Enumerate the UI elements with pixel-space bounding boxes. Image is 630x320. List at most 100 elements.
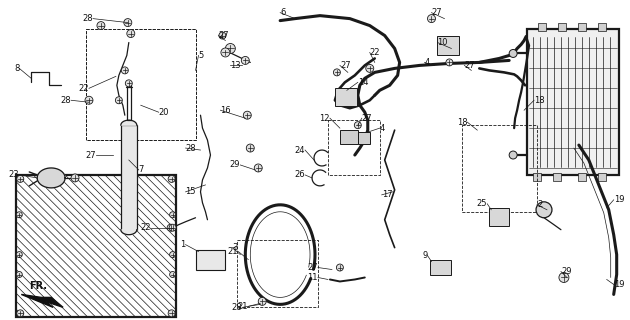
Bar [598,23,605,31]
Bar [340,130,358,144]
Text: 23: 23 [9,171,20,180]
Text: 22: 22 [370,48,381,57]
Bar [437,36,459,55]
Circle shape [124,19,132,27]
Bar [195,250,226,269]
Text: 27: 27 [340,61,350,70]
Polygon shape [121,230,137,235]
Polygon shape [121,120,137,125]
Text: 10: 10 [437,38,448,47]
Text: 6: 6 [280,8,285,17]
Text: 27: 27 [219,31,229,40]
Text: 25: 25 [477,199,487,208]
Text: 29: 29 [230,160,240,170]
Circle shape [241,56,249,64]
Text: 4: 4 [380,124,385,132]
Text: 3: 3 [232,243,238,252]
Circle shape [167,224,174,231]
Circle shape [258,297,266,305]
Circle shape [169,212,176,218]
Circle shape [509,151,517,159]
Text: 28: 28 [83,14,93,23]
Circle shape [169,271,176,277]
Circle shape [16,212,22,218]
Circle shape [428,15,435,23]
Text: 28: 28 [60,96,71,105]
Circle shape [85,96,93,104]
Text: 20: 20 [159,108,169,117]
Circle shape [169,252,176,258]
Text: 9: 9 [422,251,428,260]
Circle shape [354,122,361,129]
Text: 14: 14 [358,78,369,87]
Text: 27: 27 [85,150,96,160]
Text: 7: 7 [139,165,144,174]
Text: 19: 19 [614,280,624,289]
Text: 27: 27 [464,61,475,70]
Polygon shape [21,294,63,307]
Bar [533,173,541,181]
Text: 29: 29 [561,267,571,276]
Text: 5: 5 [198,51,203,60]
Circle shape [169,224,176,231]
Text: 2: 2 [537,200,542,209]
Text: 21: 21 [238,302,248,311]
Bar [527,28,619,175]
Circle shape [122,67,129,74]
Text: 26: 26 [294,171,305,180]
Text: 16: 16 [220,106,231,115]
Bar [553,173,561,181]
Text: 22: 22 [140,223,151,232]
Circle shape [255,164,262,172]
Text: 18: 18 [534,96,545,105]
Bar [16,175,176,317]
Bar [490,208,509,226]
Circle shape [243,111,251,119]
Text: 8: 8 [14,64,20,73]
Text: 27: 27 [362,114,372,123]
Text: 27: 27 [307,263,318,272]
Circle shape [559,273,569,283]
Polygon shape [37,168,65,188]
Text: 24: 24 [295,146,305,155]
Text: 11: 11 [307,273,318,282]
Text: 28: 28 [186,144,196,153]
Text: 27: 27 [432,8,442,17]
Circle shape [127,29,135,37]
Circle shape [71,174,79,182]
Bar [358,132,370,144]
Bar [598,173,605,181]
Circle shape [219,32,226,39]
Circle shape [246,144,255,152]
Bar [121,125,137,230]
Circle shape [168,310,175,317]
Bar [335,88,357,106]
Text: 28: 28 [232,303,243,312]
Circle shape [221,48,230,57]
Bar [430,260,452,276]
Text: 1: 1 [180,240,186,249]
Circle shape [366,64,374,72]
Circle shape [16,271,22,277]
Text: 12: 12 [319,114,330,123]
Bar [578,173,586,181]
Circle shape [536,202,552,218]
Circle shape [97,22,105,29]
Circle shape [336,264,343,271]
Circle shape [16,252,22,258]
Text: 18: 18 [457,118,467,127]
Text: 15: 15 [186,188,196,196]
Circle shape [125,80,132,87]
Text: 21: 21 [228,247,238,256]
Circle shape [333,69,340,76]
Bar [558,23,566,31]
Circle shape [226,44,236,53]
Circle shape [168,175,175,182]
Text: 22: 22 [79,84,89,93]
Text: 19: 19 [614,195,624,204]
Text: 17: 17 [382,190,392,199]
Text: 4: 4 [425,58,430,67]
Circle shape [17,175,24,182]
Text: 13: 13 [231,61,241,70]
Circle shape [115,97,122,104]
